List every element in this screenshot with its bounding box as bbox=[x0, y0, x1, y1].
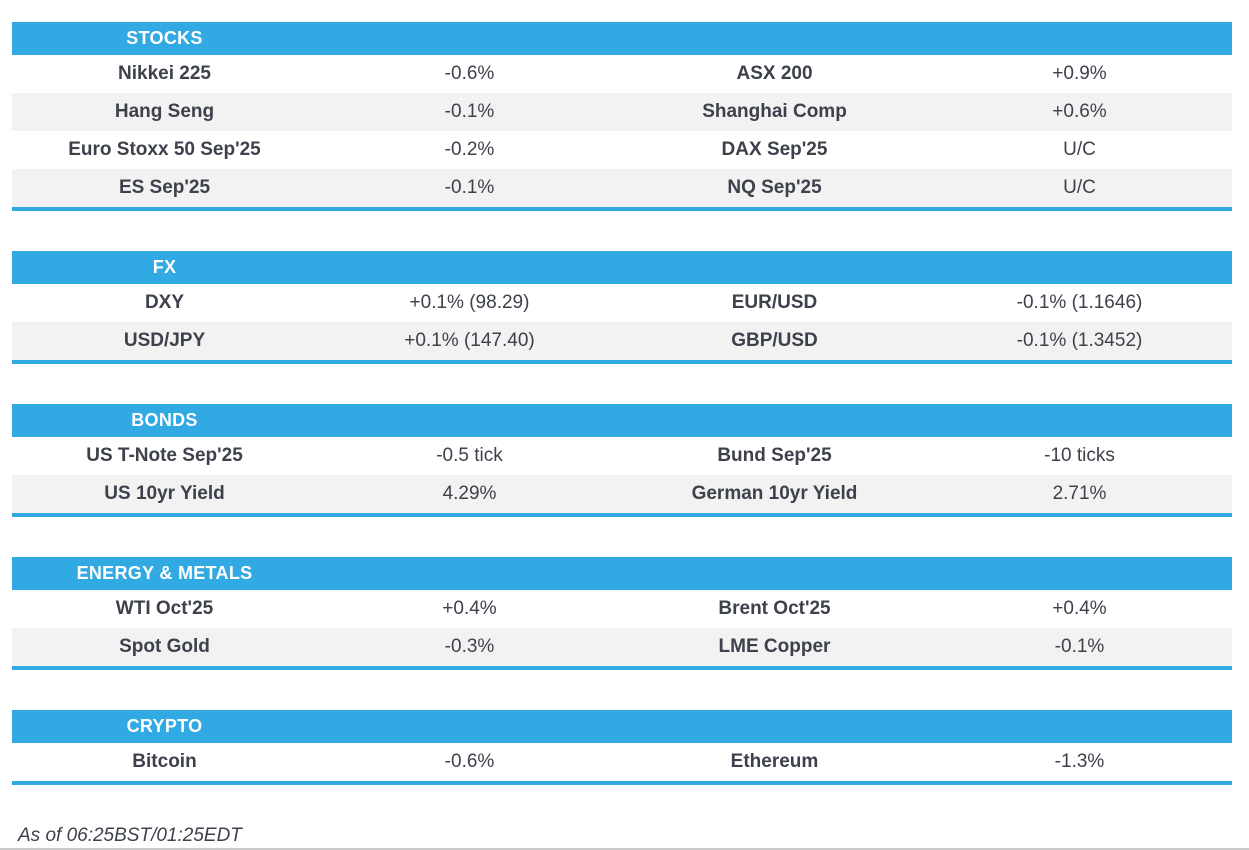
instrument-change: -0.1% bbox=[444, 101, 495, 122]
instrument-change: 4.29% bbox=[442, 483, 497, 504]
table-row: US T-Note Sep'25 -0.5 tick Bund Sep'25 -… bbox=[12, 437, 1232, 475]
instrument-name: Bund Sep'25 bbox=[717, 445, 832, 466]
instrument-change: +0.4% bbox=[442, 598, 497, 619]
instrument-change: -0.5 tick bbox=[436, 445, 503, 466]
instrument-change: -10 ticks bbox=[1044, 445, 1115, 466]
instrument-change: +0.4% bbox=[1052, 598, 1107, 619]
instrument-change: -0.1% bbox=[444, 177, 495, 198]
section-bonds: BONDS US T-Note Sep'25 -0.5 tick Bund Se… bbox=[12, 404, 1232, 517]
instrument-name: US T-Note Sep'25 bbox=[86, 445, 243, 466]
instrument-name: Euro Stoxx 50 Sep'25 bbox=[68, 139, 261, 160]
instrument-name: DAX Sep'25 bbox=[721, 139, 828, 160]
section-title: STOCKS bbox=[126, 28, 203, 48]
table-row: Bitcoin -0.6% Ethereum -1.3% bbox=[12, 743, 1232, 781]
instrument-name: Nikkei 225 bbox=[118, 63, 211, 84]
instrument-name: GBP/USD bbox=[731, 330, 818, 351]
as-of-timestamp: As of 06:25BST/01:25EDT bbox=[18, 825, 242, 846]
table-row: DXY +0.1% (98.29) EUR/USD -0.1% (1.1646) bbox=[12, 284, 1232, 322]
section-title: BONDS bbox=[131, 410, 198, 430]
table-row: WTI Oct'25 +0.4% Brent Oct'25 +0.4% bbox=[12, 590, 1232, 628]
instrument-change: -0.2% bbox=[444, 139, 495, 160]
table-row: USD/JPY +0.1% (147.40) GBP/USD -0.1% (1.… bbox=[12, 322, 1232, 360]
instrument-change: U/C bbox=[1063, 139, 1096, 160]
instrument-name: LME Copper bbox=[718, 636, 831, 657]
section-fx: FX DXY +0.1% (98.29) EUR/USD -0.1% (1.16… bbox=[12, 251, 1232, 364]
instrument-change: -0.1% (1.3452) bbox=[1016, 330, 1143, 351]
instrument-name: DXY bbox=[144, 292, 185, 313]
bottom-divider bbox=[0, 848, 1249, 850]
instrument-name: German 10yr Yield bbox=[691, 483, 858, 504]
instrument-change: -0.3% bbox=[444, 636, 495, 657]
section-energy-metals: ENERGY & METALS WTI Oct'25 +0.4% Brent O… bbox=[12, 557, 1232, 670]
instrument-change: -1.3% bbox=[1054, 751, 1105, 772]
table-row: Spot Gold -0.3% LME Copper -0.1% bbox=[12, 628, 1232, 666]
instrument-change: -0.6% bbox=[444, 63, 495, 84]
instrument-change: +0.9% bbox=[1052, 63, 1107, 84]
instrument-name: WTI Oct'25 bbox=[115, 598, 214, 619]
instrument-name: Shanghai Comp bbox=[702, 101, 847, 122]
instrument-name: Spot Gold bbox=[119, 636, 210, 657]
section-crypto: CRYPTO Bitcoin -0.6% Ethereum -1.3% bbox=[12, 710, 1232, 785]
instrument-name: ASX 200 bbox=[736, 63, 813, 84]
instrument-change: -0.6% bbox=[444, 751, 495, 772]
section-stocks: STOCKS Nikkei 225 -0.6% ASX 200 +0.9% Ha… bbox=[12, 22, 1232, 211]
section-title: FX bbox=[152, 257, 177, 277]
instrument-name: ES Sep'25 bbox=[118, 177, 211, 198]
instrument-change: +0.1% (147.40) bbox=[404, 330, 535, 351]
section-header-fx: FX bbox=[12, 251, 1232, 284]
section-title: ENERGY & METALS bbox=[76, 563, 253, 583]
section-title: CRYPTO bbox=[126, 716, 203, 736]
section-header-bonds: BONDS bbox=[12, 404, 1232, 437]
market-summary-table: STOCKS Nikkei 225 -0.6% ASX 200 +0.9% Ha… bbox=[12, 22, 1232, 785]
section-header-crypto: CRYPTO bbox=[12, 710, 1232, 743]
instrument-change: -0.1% bbox=[1054, 636, 1105, 657]
table-row: US 10yr Yield 4.29% German 10yr Yield 2.… bbox=[12, 475, 1232, 513]
instrument-name: Hang Seng bbox=[114, 101, 215, 122]
instrument-name: USD/JPY bbox=[123, 330, 206, 351]
instrument-name: Brent Oct'25 bbox=[718, 598, 831, 619]
instrument-change: -0.1% (1.1646) bbox=[1016, 292, 1143, 313]
instrument-name: US 10yr Yield bbox=[104, 483, 225, 504]
instrument-name: EUR/USD bbox=[731, 292, 818, 313]
instrument-name: Ethereum bbox=[730, 751, 819, 772]
instrument-change: +0.6% bbox=[1052, 101, 1107, 122]
instrument-name: Bitcoin bbox=[132, 751, 197, 772]
section-header-stocks: STOCKS bbox=[12, 22, 1232, 55]
section-header-energy-metals: ENERGY & METALS bbox=[12, 557, 1232, 590]
table-row: ES Sep'25 -0.1% NQ Sep'25 U/C bbox=[12, 169, 1232, 207]
instrument-change: 2.71% bbox=[1052, 483, 1107, 504]
instrument-name: NQ Sep'25 bbox=[727, 177, 822, 198]
instrument-change: U/C bbox=[1063, 177, 1096, 198]
instrument-change: +0.1% (98.29) bbox=[409, 292, 530, 313]
table-row: Hang Seng -0.1% Shanghai Comp +0.6% bbox=[12, 93, 1232, 131]
table-row: Euro Stoxx 50 Sep'25 -0.2% DAX Sep'25 U/… bbox=[12, 131, 1232, 169]
table-row: Nikkei 225 -0.6% ASX 200 +0.9% bbox=[12, 55, 1232, 93]
